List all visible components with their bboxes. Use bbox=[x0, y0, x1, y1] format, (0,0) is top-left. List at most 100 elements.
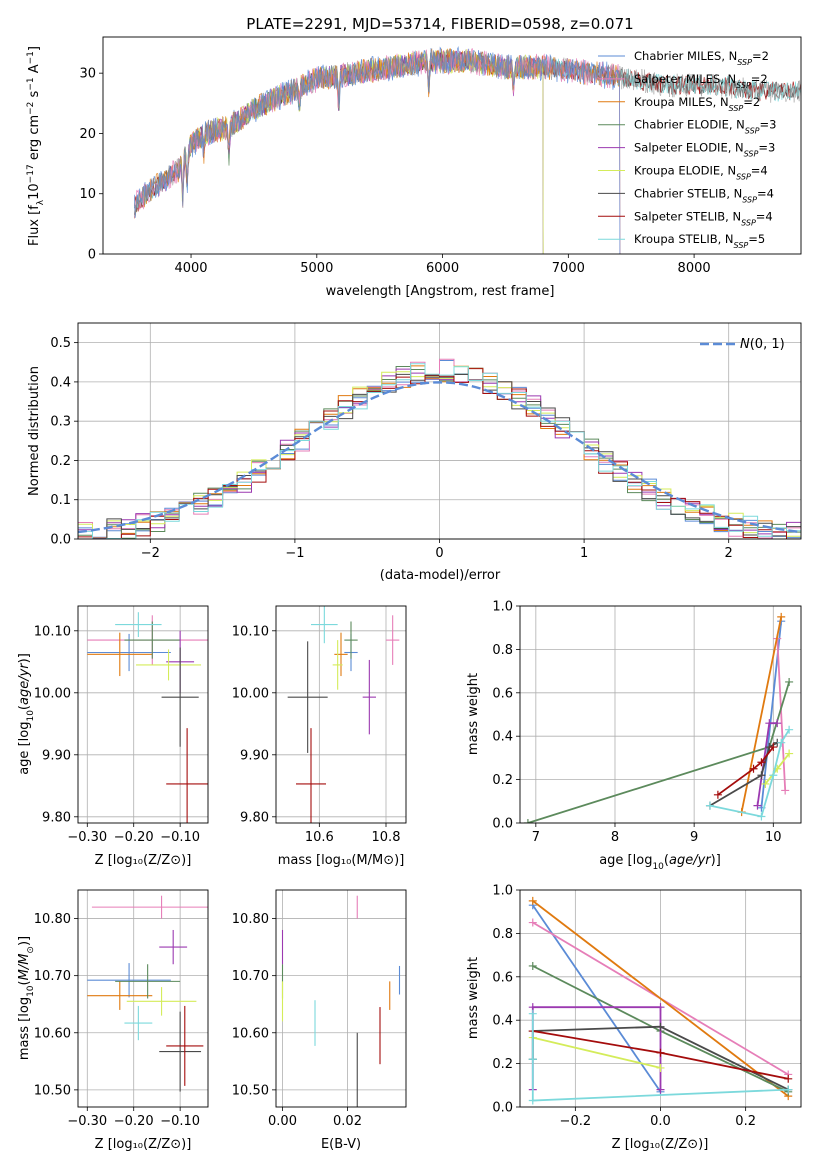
y-tick-label: 0.6 bbox=[492, 686, 513, 701]
x-axis-label: Z [log₁₀(Z/Z⊙)] bbox=[612, 1137, 709, 1152]
histogram-chabrier_stelib bbox=[78, 373, 801, 539]
weight-marker bbox=[656, 1085, 665, 1094]
weight-marker bbox=[757, 771, 766, 780]
spectrum-chabrier_miles bbox=[134, 46, 621, 254]
weight-marker bbox=[769, 743, 778, 752]
weight-marker bbox=[784, 1074, 793, 1083]
plot-area-residuals bbox=[78, 358, 801, 539]
y-axis-label: Flux [fλ10−17 erg cm−2 s−1 A−1] bbox=[26, 46, 46, 246]
x-axis-label: mass [log₁₀(M/M⊙)] bbox=[278, 853, 405, 868]
weight-marker bbox=[528, 1055, 537, 1064]
axes-frame bbox=[77, 889, 209, 1108]
point-kroupa_elodie bbox=[332, 640, 343, 690]
y-tick-label: 9.90 bbox=[240, 748, 269, 763]
point-salpeter_stelib bbox=[166, 1005, 204, 1086]
legend-label: Chabrier STELIB, NSSP=4 bbox=[634, 186, 774, 204]
weight-marker bbox=[656, 1022, 665, 1031]
x-axis-label: Z [log₁₀(Z/Z⊙)] bbox=[95, 853, 192, 868]
weight-marker bbox=[713, 790, 722, 799]
axes-age_vs_mass: 10.6 10.8 9.80 9.90 10.00 10.10 bbox=[232, 605, 407, 845]
point-kroupa_miles bbox=[334, 632, 348, 677]
x-axis-label: E(B-V) bbox=[321, 1137, 361, 1152]
weight-line-kroupa_elodie bbox=[532, 1036, 661, 1069]
y-tick-label: 10.50 bbox=[34, 1083, 71, 1098]
y-tick-label: 0.1 bbox=[50, 493, 71, 508]
weight-marker bbox=[656, 1048, 665, 1057]
point-salpeter_stelib bbox=[166, 728, 208, 823]
legend-spectrum: Chabrier MILES, NSSP=2 Salpeter MILES, NS… bbox=[598, 49, 776, 250]
point-chabrier_elodie bbox=[124, 621, 181, 659]
y-tick-label: 10.70 bbox=[34, 969, 71, 984]
weight-marker bbox=[749, 764, 758, 773]
histogram-salpeter_stelib bbox=[78, 368, 801, 539]
x-tick-label: 7000 bbox=[552, 261, 585, 276]
point-kroupa_miles bbox=[87, 632, 153, 677]
point-chabrier_miles bbox=[87, 963, 171, 998]
y-tick-label: 9.80 bbox=[240, 810, 269, 825]
weight-marker bbox=[765, 719, 774, 728]
y-tick-label: 10.70 bbox=[232, 969, 269, 984]
point-kroupa_miles bbox=[87, 981, 153, 1010]
weight-marker bbox=[528, 1009, 537, 1018]
point-kroupa_stelib bbox=[124, 1005, 153, 1041]
axes-frame bbox=[102, 36, 802, 255]
x-tick-label: 0.00 bbox=[268, 1114, 297, 1129]
x-tick-label: 0.0 bbox=[650, 1114, 671, 1129]
x-tick-label: 5000 bbox=[300, 261, 333, 276]
x-tick-label: −1 bbox=[285, 546, 304, 561]
weight-marker bbox=[528, 961, 537, 970]
point-kroupa_stelib bbox=[311, 606, 338, 644]
legend-label: Chabrier ELODIE, NSSP=3 bbox=[634, 118, 776, 136]
weight-marker bbox=[784, 1085, 793, 1094]
y-tick-label: 10.10 bbox=[34, 624, 71, 639]
y-tick-label: 10.50 bbox=[232, 1083, 269, 1098]
y-tick-label: 10.60 bbox=[232, 1026, 269, 1041]
y-tick-label: 0.0 bbox=[50, 533, 71, 548]
x-tick-label: −0.2 bbox=[560, 1114, 592, 1129]
legend-label: Salpeter MILES, NSSP=2 bbox=[634, 72, 768, 90]
weight-marker bbox=[777, 738, 786, 747]
axes-frame bbox=[275, 889, 407, 1108]
y-tick-label: 0.4 bbox=[50, 375, 71, 390]
axes-spectrum: 4000 5000 6000 7000 8000 0 10 20 30 bbox=[79, 36, 802, 276]
weight-marker bbox=[773, 719, 782, 728]
axes-weight_vs_Z: −0.2 0.0 0.2 0.0 0.2 0.4 0.6 0.8 1.0 bbox=[492, 884, 802, 1129]
figure-title: PLATE=2291, MJD=53714, FIBERID=0598, z=0… bbox=[246, 15, 633, 33]
spectrum-salpeter_miles bbox=[134, 48, 621, 254]
point-chabrier_elodie bbox=[115, 964, 181, 999]
legend-label: Kroupa ELODIE, NSSP=4 bbox=[634, 164, 768, 182]
y-tick-label: 9.80 bbox=[42, 810, 71, 825]
axes-age_vs_Z: −0.30 −0.20 −0.10 9.80 9.90 10.00 10.10 bbox=[34, 605, 209, 845]
weight-line-chabrier_elodie bbox=[527, 681, 790, 823]
y-tick-label: 9.90 bbox=[42, 748, 71, 763]
axes-mass_vs_Z: −0.30 −0.20 −0.10 10.50 10.60 10.70 10.80 bbox=[34, 889, 209, 1129]
spectrum-kroupa_miles bbox=[134, 48, 621, 254]
weight-marker bbox=[785, 677, 794, 686]
weight-line-salpeter_miles bbox=[776, 638, 787, 791]
axes-weight_vs_age: 7 8 9 10 0.0 0.2 0.4 0.6 0.8 1.0 bbox=[492, 600, 802, 845]
x-tick-label: 6000 bbox=[426, 261, 459, 276]
x-tick-label: −0.10 bbox=[160, 830, 200, 845]
x-tick-label: 7 bbox=[532, 830, 540, 845]
x-axis-label: Z [log₁₀(Z/Z⊙)] bbox=[95, 1137, 192, 1152]
y-tick-label: 10.60 bbox=[34, 1026, 71, 1041]
y-tick-label: 0.4 bbox=[492, 730, 513, 745]
plot-area-mass_vs_ebv bbox=[281, 895, 401, 1107]
x-tick-label: 8 bbox=[611, 830, 619, 845]
y-tick-label: 0.3 bbox=[50, 415, 71, 430]
spectrum-data bbox=[134, 49, 801, 218]
legend-label: Kroupa STELIB, NSSP=5 bbox=[634, 232, 765, 250]
point-kroupa_stelib bbox=[115, 612, 162, 637]
weight-marker bbox=[757, 812, 766, 821]
weight-marker bbox=[528, 1096, 537, 1105]
axes-residuals: −2 −1 0 1 2 0.0 0.1 0.2 0.3 0.4 0.5 bbox=[50, 322, 802, 561]
legend-label: Kroupa MILES, NSSP=2 bbox=[634, 95, 760, 113]
weight-marker bbox=[528, 896, 537, 905]
point-kroupa_elodie bbox=[126, 987, 197, 1016]
x-tick-label: 0.02 bbox=[333, 1114, 362, 1129]
x-tick-label: −0.20 bbox=[114, 1114, 154, 1129]
legend-residuals: N(0, 1) bbox=[700, 337, 785, 352]
y-tick-label: 0.8 bbox=[492, 927, 513, 942]
x-tick-label: 0 bbox=[435, 546, 443, 561]
